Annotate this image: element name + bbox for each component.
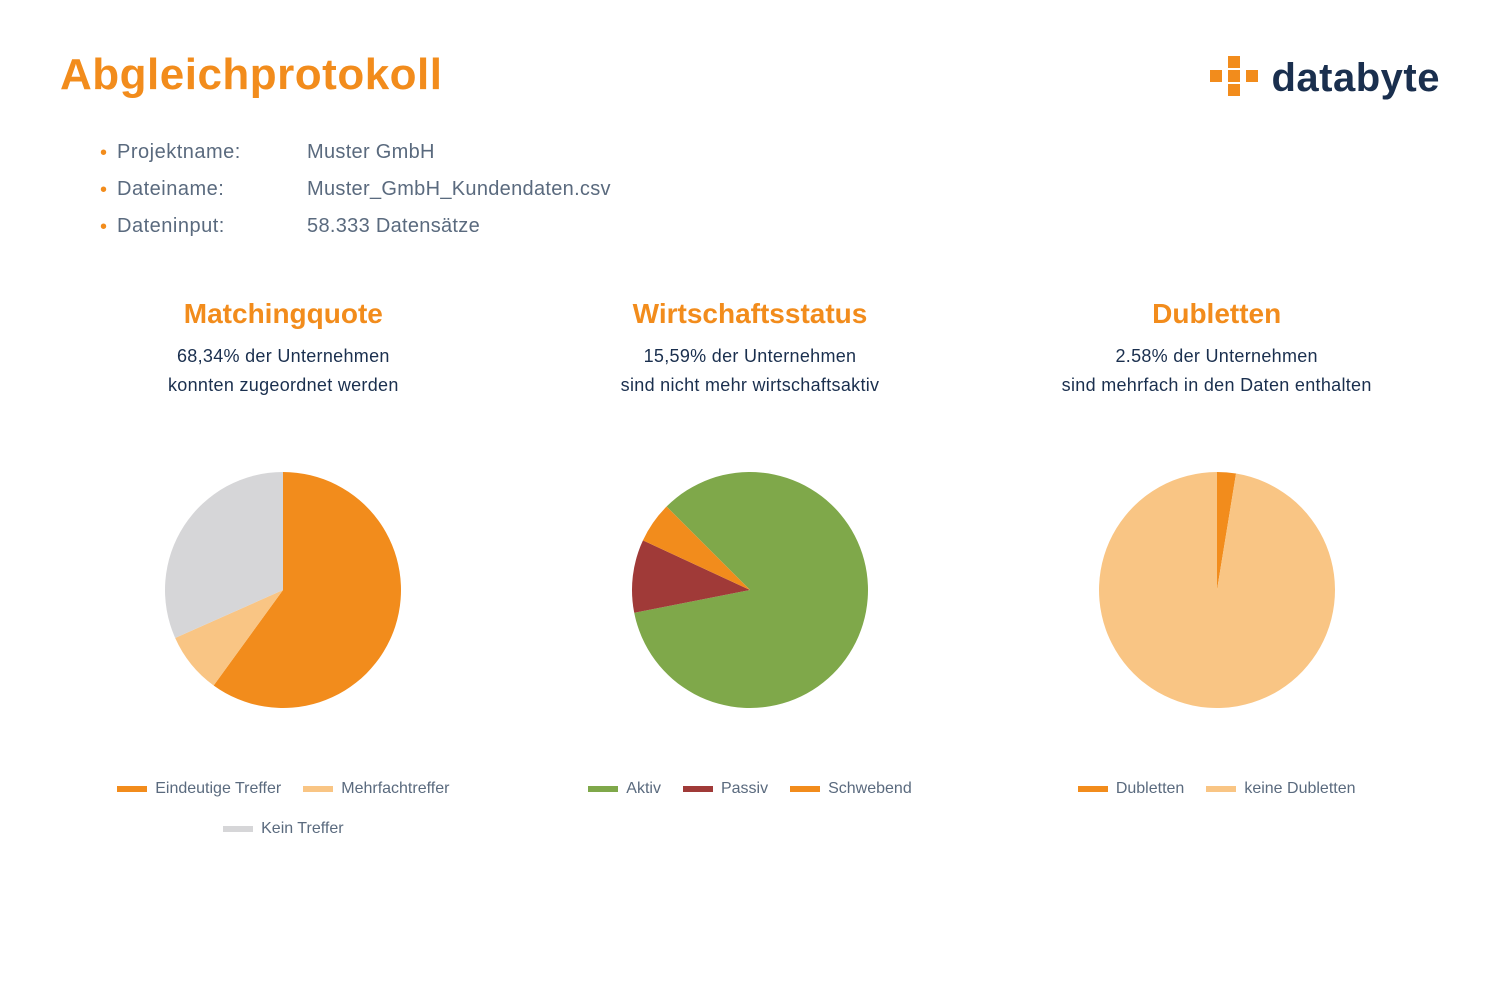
legend-label: Kein Treffer <box>261 820 343 838</box>
meta-row: • Dateiname: Muster_GmbH_Kundendaten.csv <box>100 178 1440 201</box>
legend-item: Eindeutige Treffer <box>117 780 281 798</box>
legend-label: Aktiv <box>626 780 661 798</box>
legend-label: Schwebend <box>828 780 912 798</box>
meta-row: • Projektname: Muster GmbH <box>100 141 1440 164</box>
chart-sub-line: sind mehrfach in den Daten enthalten <box>1062 375 1372 395</box>
legend-swatch <box>223 826 253 832</box>
chart-status: Wirtschaftsstatus 15,59% der Unternehmen… <box>527 298 974 838</box>
legend-item: Dubletten <box>1078 780 1185 798</box>
chart-matching: Matchingquote 68,34% der Unternehmen kon… <box>60 298 507 838</box>
legend-item: Schwebend <box>790 780 912 798</box>
legend-item: Kein Treffer <box>223 820 343 838</box>
legend-item: Mehrfachtreffer <box>303 780 449 798</box>
legend-swatch <box>1206 786 1236 792</box>
logo: databyte <box>1210 56 1441 101</box>
pie-chart <box>630 460 870 720</box>
legend-item: keine Dubletten <box>1206 780 1355 798</box>
meta-label: Projektname: <box>117 141 307 164</box>
bullet-icon: • <box>100 180 107 200</box>
charts-row: Matchingquote 68,34% der Unternehmen kon… <box>60 298 1440 838</box>
legend-swatch <box>790 786 820 792</box>
pie-chart <box>163 460 403 720</box>
meta-label: Dateiname: <box>117 178 307 201</box>
meta-list: • Projektname: Muster GmbH • Dateiname: … <box>100 141 1440 238</box>
meta-label: Dateninput: <box>117 215 307 238</box>
chart-title: Wirtschaftsstatus <box>633 298 868 330</box>
chart-subtitle: 2.58% der Unternehmen sind mehrfach in d… <box>1062 342 1372 400</box>
logo-icon <box>1210 56 1258 101</box>
bullet-icon: • <box>100 143 107 163</box>
meta-value: Muster GmbH <box>307 141 435 164</box>
bullet-icon: • <box>100 217 107 237</box>
meta-value: Muster_GmbH_Kundendaten.csv <box>307 178 611 201</box>
legend-label: Mehrfachtreffer <box>341 780 449 798</box>
logo-text: databyte <box>1272 56 1441 101</box>
meta-value: 58.333 Datensätze <box>307 215 480 238</box>
chart-legend: Eindeutige Treffer Mehrfachtreffer Kein Tr… <box>60 780 507 838</box>
meta-row: • Dateninput: 58.333 Datensätze <box>100 215 1440 238</box>
legend-swatch <box>117 786 147 792</box>
legend-swatch <box>683 786 713 792</box>
pie-slice <box>1099 472 1335 708</box>
chart-sub-line: 15,59% der Unternehmen <box>644 346 857 366</box>
legend-label: Eindeutige Treffer <box>155 780 281 798</box>
chart-subtitle: 68,34% der Unternehmen konnten zugeordne… <box>168 342 399 400</box>
legend-swatch <box>588 786 618 792</box>
legend-label: Passiv <box>721 780 768 798</box>
report-page: Abgleichprotokoll databyte • Projektname… <box>0 0 1500 1001</box>
legend-item: Aktiv <box>588 780 661 798</box>
legend-label: keine Dubletten <box>1244 780 1355 798</box>
page-title: Abgleichprotokoll <box>60 50 443 100</box>
chart-legend: Dubletten keine Dubletten <box>1078 780 1356 798</box>
chart-sub-line: 68,34% der Unternehmen <box>177 346 390 366</box>
legend-swatch <box>303 786 333 792</box>
chart-sub-line: konnten zugeordnet werden <box>168 375 399 395</box>
chart-sub-line: 2.58% der Unternehmen <box>1115 346 1317 366</box>
chart-legend: Aktiv Passiv Schwebend <box>588 780 911 798</box>
pie-chart <box>1097 460 1337 720</box>
legend-item: Passiv <box>683 780 768 798</box>
chart-subtitle: 15,59% der Unternehmen sind nicht mehr w… <box>621 342 880 400</box>
chart-title: Matchingquote <box>184 298 383 330</box>
chart-title: Dubletten <box>1152 298 1281 330</box>
legend-label: Dubletten <box>1116 780 1185 798</box>
chart-dubletten: Dubletten 2.58% der Unternehmen sind meh… <box>993 298 1440 838</box>
chart-sub-line: sind nicht mehr wirtschaftsaktiv <box>621 375 880 395</box>
header: Abgleichprotokoll databyte <box>60 50 1440 101</box>
legend-swatch <box>1078 786 1108 792</box>
